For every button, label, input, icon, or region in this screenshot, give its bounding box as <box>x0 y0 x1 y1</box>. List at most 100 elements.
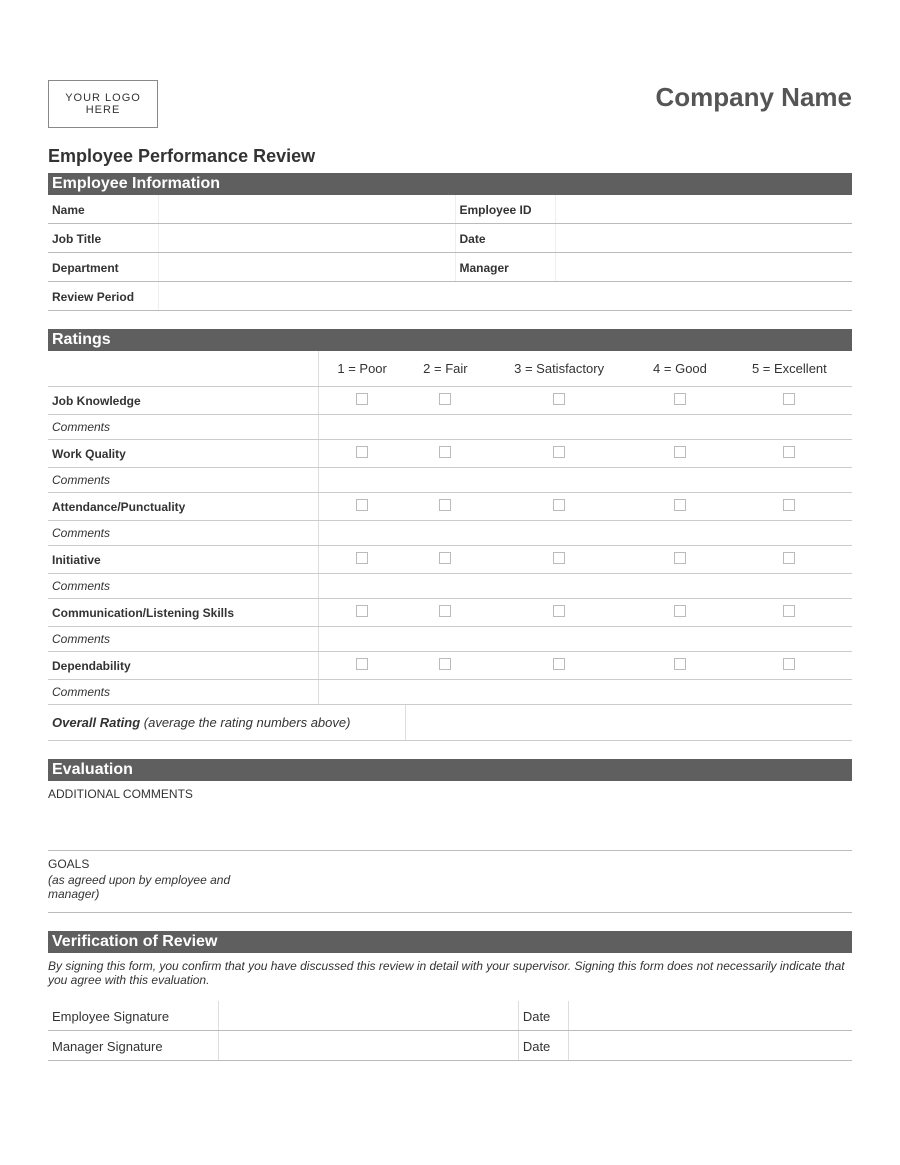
checkbox[interactable] <box>356 658 368 670</box>
label-name: Name <box>48 195 158 224</box>
checkbox[interactable] <box>674 552 686 564</box>
category-label: Job Knowledge <box>48 387 318 415</box>
rating-row-attendance: Attendance/Punctuality <box>48 493 852 521</box>
input-date[interactable] <box>555 224 852 253</box>
checkbox[interactable] <box>783 658 795 670</box>
rating-row-initiative: Initiative <box>48 546 852 574</box>
comments-field[interactable] <box>318 680 852 705</box>
logo-placeholder: YOUR LOGO HERE <box>48 80 158 128</box>
label-date: Date <box>518 1001 568 1031</box>
overall-value[interactable] <box>406 705 852 741</box>
input-job-title[interactable] <box>158 224 455 253</box>
scale-2: 2 = Fair <box>406 351 485 387</box>
checkbox[interactable] <box>553 499 565 511</box>
rating-row-dependability: Dependability <box>48 652 852 680</box>
label-manager-signature: Manager Signature <box>48 1031 218 1061</box>
checkbox[interactable] <box>553 393 565 405</box>
employee-info-table: Name Employee ID Job Title Date Departme… <box>48 195 852 311</box>
label-date: Date <box>518 1031 568 1061</box>
checkbox[interactable] <box>674 605 686 617</box>
checkbox[interactable] <box>674 446 686 458</box>
goals-sublabel: (as agreed upon by employee and manager) <box>48 873 268 901</box>
section-evaluation: Evaluation <box>48 759 852 781</box>
form-title: Employee Performance Review <box>48 146 852 167</box>
label-employee-signature: Employee Signature <box>48 1001 218 1031</box>
checkbox[interactable] <box>439 499 451 511</box>
section-verification: Verification of Review <box>48 931 852 953</box>
input-manager-signature[interactable] <box>218 1031 518 1061</box>
input-manager[interactable] <box>555 253 852 282</box>
rating-row-job-knowledge: Job Knowledge <box>48 387 852 415</box>
comments-row: Comments <box>48 680 852 705</box>
checkbox[interactable] <box>439 446 451 458</box>
checkbox[interactable] <box>783 605 795 617</box>
checkbox[interactable] <box>356 393 368 405</box>
comments-field[interactable] <box>318 521 852 546</box>
input-employee-sig-date[interactable] <box>568 1001 852 1031</box>
checkbox[interactable] <box>356 499 368 511</box>
comments-field[interactable] <box>318 415 852 440</box>
category-label: Dependability <box>48 652 318 680</box>
checkbox[interactable] <box>783 446 795 458</box>
overall-label: Overall Rating <box>52 715 140 730</box>
verification-text: By signing this form, you confirm that y… <box>48 953 852 1001</box>
comments-field[interactable] <box>318 574 852 599</box>
header: YOUR LOGO HERE Company Name <box>48 80 852 128</box>
checkbox[interactable] <box>356 446 368 458</box>
checkbox[interactable] <box>783 393 795 405</box>
label-department: Department <box>48 253 158 282</box>
comments-field[interactable] <box>318 468 852 493</box>
input-name[interactable] <box>158 195 455 224</box>
comments-row: Comments <box>48 468 852 493</box>
scale-1: 1 = Poor <box>318 351 406 387</box>
comments-label: Comments <box>48 468 318 493</box>
overall-rating-row: Overall Rating (average the rating numbe… <box>48 705 852 741</box>
comments-row: Comments <box>48 415 852 440</box>
label-review-period: Review Period <box>48 282 158 311</box>
input-review-period[interactable] <box>158 282 852 311</box>
checkbox[interactable] <box>439 552 451 564</box>
category-label: Attendance/Punctuality <box>48 493 318 521</box>
checkbox[interactable] <box>553 552 565 564</box>
input-employee-signature[interactable] <box>218 1001 518 1031</box>
comments-label: Comments <box>48 627 318 652</box>
checkbox[interactable] <box>674 658 686 670</box>
checkbox[interactable] <box>783 499 795 511</box>
additional-comments-field[interactable] <box>48 803 852 851</box>
checkbox[interactable] <box>783 552 795 564</box>
section-ratings: Ratings <box>48 329 852 351</box>
checkbox[interactable] <box>553 605 565 617</box>
comments-label: Comments <box>48 521 318 546</box>
checkbox[interactable] <box>553 446 565 458</box>
checkbox[interactable] <box>674 393 686 405</box>
comments-label: Comments <box>48 415 318 440</box>
checkbox[interactable] <box>439 393 451 405</box>
goals-label: GOALS <box>48 851 852 873</box>
label-date: Date <box>455 224 555 253</box>
comments-label: Comments <box>48 680 318 705</box>
ratings-table: 1 = Poor 2 = Fair 3 = Satisfactory 4 = G… <box>48 351 852 741</box>
checkbox[interactable] <box>439 658 451 670</box>
checkbox[interactable] <box>356 605 368 617</box>
signature-table: Employee Signature Date Manager Signatur… <box>48 1001 852 1061</box>
goals-field[interactable] <box>48 901 852 913</box>
category-label: Communication/Listening Skills <box>48 599 318 627</box>
rating-row-communication: Communication/Listening Skills <box>48 599 852 627</box>
checkbox[interactable] <box>553 658 565 670</box>
input-department[interactable] <box>158 253 455 282</box>
additional-comments-label: ADDITIONAL COMMENTS <box>48 781 852 803</box>
input-manager-sig-date[interactable] <box>568 1031 852 1061</box>
checkbox[interactable] <box>439 605 451 617</box>
comments-row: Comments <box>48 521 852 546</box>
checkbox[interactable] <box>356 552 368 564</box>
scale-3: 3 = Satisfactory <box>485 351 633 387</box>
label-employee-id: Employee ID <box>455 195 555 224</box>
checkbox[interactable] <box>674 499 686 511</box>
scale-4: 4 = Good <box>633 351 727 387</box>
company-name: Company Name <box>656 82 853 113</box>
input-employee-id[interactable] <box>555 195 852 224</box>
rating-row-work-quality: Work Quality <box>48 440 852 468</box>
comments-field[interactable] <box>318 627 852 652</box>
comments-label: Comments <box>48 574 318 599</box>
label-manager: Manager <box>455 253 555 282</box>
